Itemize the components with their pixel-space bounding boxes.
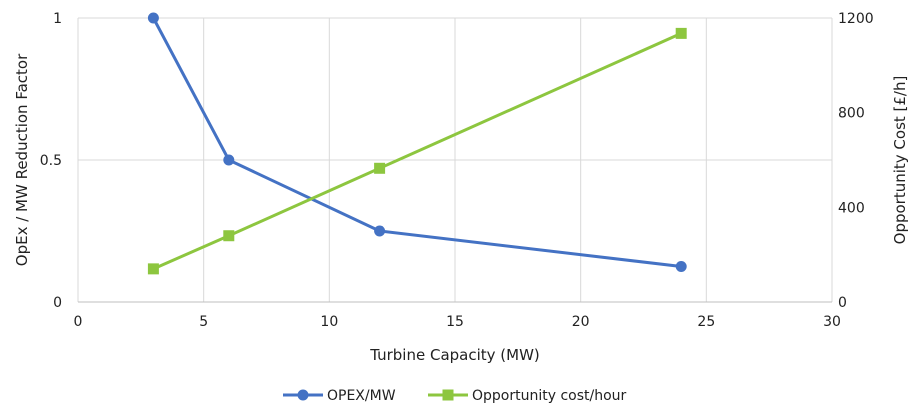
legend-marker-square [442,389,454,401]
data-point-circle [223,154,235,166]
x-tick-label: 5 [199,314,208,330]
legend-label: Opportunity cost/hour [472,388,627,404]
y2-tick-label: 400 [838,200,865,216]
y2-tick-label: 800 [838,106,865,122]
legend-marker-circle [297,389,309,401]
labels: Turbine Capacity (MW) OpEx / MW Reductio… [13,53,909,364]
y2-axis-title: Opportunity Cost [£/h] [891,76,909,245]
x-tick-label: 20 [572,314,590,330]
y2-tick-label: 0 [838,295,847,311]
data-point-square [675,27,687,39]
x-tick-label: 10 [320,314,338,330]
x-axis-title: Turbine Capacity (MW) [369,346,540,364]
legend-label: OPEX/MW [327,388,396,404]
series-line-0 [152,17,682,268]
y-tick-label: 0.5 [40,153,62,169]
series-line-1 [152,32,682,271]
data-point-circle [374,225,386,237]
legend: OPEX/MW Opportunity cost/hour [283,388,627,404]
data-point-circle [147,12,159,24]
data-point-square [374,162,386,174]
y-tick-label: 1 [53,11,62,27]
series-layer [147,12,687,275]
x-tick-label: 15 [446,314,464,330]
x-tick-label: 25 [697,314,715,330]
x-tick-label: 0 [74,314,83,330]
data-point-circle [675,261,687,272]
y2-tick-label: 1200 [838,11,874,27]
y-axis-title: OpEx / MW Reduction Factor [13,53,31,266]
y-tick-label: 0 [53,295,62,311]
data-point-square [223,230,235,242]
x-tick-label: 30 [823,314,841,330]
grid [77,17,833,302]
data-point-square [147,263,159,275]
